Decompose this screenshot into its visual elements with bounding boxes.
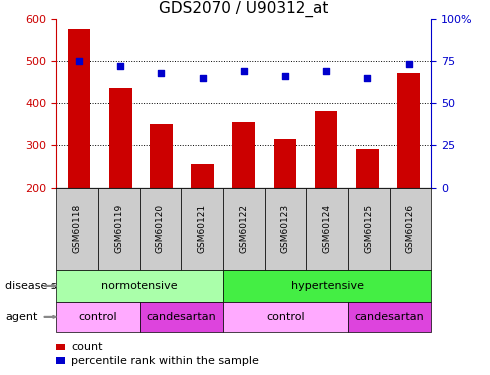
Point — [405, 61, 413, 68]
Text: agent: agent — [5, 312, 37, 322]
Bar — [191, 164, 214, 188]
Bar — [150, 124, 172, 188]
Text: GSM60125: GSM60125 — [364, 204, 373, 254]
Point — [240, 68, 247, 74]
Point — [198, 75, 206, 81]
Text: GSM60126: GSM60126 — [406, 204, 415, 254]
Text: GSM60123: GSM60123 — [281, 204, 290, 254]
Point — [281, 73, 289, 79]
Text: candesartan: candesartan — [147, 312, 216, 322]
Text: percentile rank within the sample: percentile rank within the sample — [71, 356, 259, 366]
Bar — [68, 29, 90, 188]
Text: GSM60118: GSM60118 — [73, 204, 82, 254]
Bar — [232, 122, 255, 188]
Text: GSM60121: GSM60121 — [197, 204, 207, 254]
Text: candesartan: candesartan — [355, 312, 424, 322]
Title: GDS2070 / U90312_at: GDS2070 / U90312_at — [159, 1, 328, 17]
Text: GSM60120: GSM60120 — [156, 204, 165, 254]
Point — [75, 58, 83, 64]
Text: GSM60124: GSM60124 — [322, 204, 332, 253]
Text: GSM60119: GSM60119 — [114, 204, 123, 254]
Text: GSM60122: GSM60122 — [239, 204, 248, 253]
Bar — [356, 149, 379, 188]
Text: control: control — [266, 312, 305, 322]
Bar — [109, 88, 131, 188]
Text: control: control — [79, 312, 117, 322]
Bar — [273, 139, 296, 188]
Bar — [397, 73, 420, 188]
Text: normotensive: normotensive — [101, 281, 178, 291]
Text: count: count — [71, 342, 102, 352]
Point — [322, 68, 330, 74]
Text: disease state: disease state — [5, 281, 79, 291]
Bar — [315, 111, 338, 188]
Point — [157, 70, 165, 76]
Text: hypertensive: hypertensive — [291, 281, 364, 291]
Point — [116, 63, 124, 69]
Point — [364, 75, 371, 81]
